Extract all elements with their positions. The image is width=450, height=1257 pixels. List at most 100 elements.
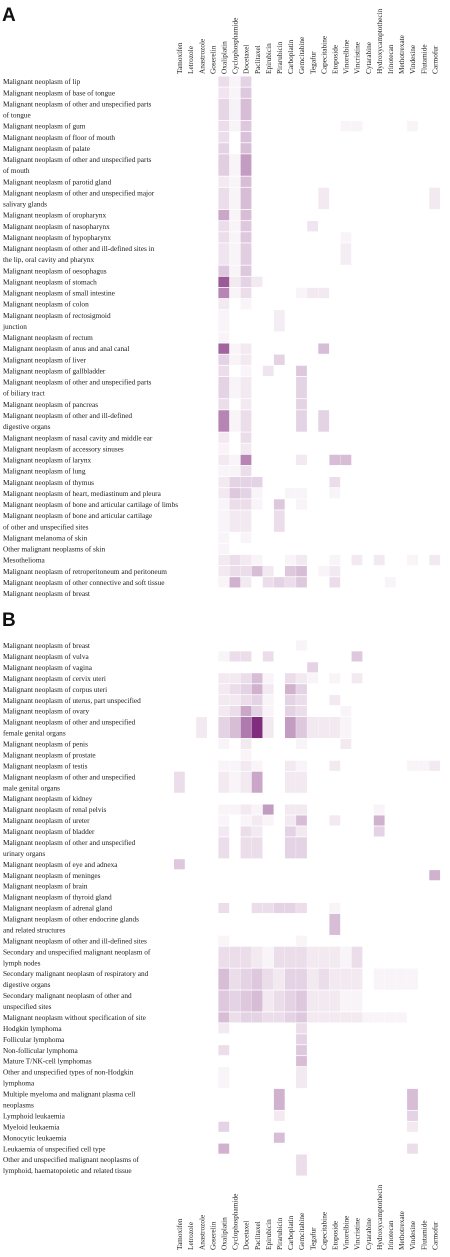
heatmap-cell-a-7-5 (229, 176, 241, 187)
heatmap-cell-b-6-10 (285, 706, 296, 717)
heatmap-cell-a-36-7 (251, 566, 263, 577)
heatmap-cell-b-32-4 (218, 1067, 230, 1089)
row-label-b-21: Malignant neoplasm of adrenal gland (3, 904, 112, 913)
heatmap-cell-b-33-21 (407, 1088, 418, 1110)
row-label-a-16: Malignant neoplasm of colon (3, 300, 89, 309)
heatmap-cell-b-11-4 (218, 771, 230, 793)
heatmap-cell-a-26-4 (218, 443, 230, 454)
heatmap-cell-a-36-13 (318, 566, 330, 577)
heatmap-cell-b-3-12 (307, 673, 318, 684)
heatmap-cell-b-36-9 (273, 1132, 285, 1143)
heatmap-cell-b-31-11 (296, 1056, 307, 1067)
row-label-b-24-line1: lymph nodes (3, 958, 41, 967)
heatmap-cell-b-25-7 (251, 968, 263, 990)
row-label-a-31: Malignant neoplasm of bone and articular… (3, 500, 178, 509)
heatmap-cell-b-27-11 (296, 1012, 307, 1023)
heatmap-cell-b-37-21 (407, 1143, 418, 1154)
heatmap-cell-a-36-6 (240, 566, 252, 577)
row-label-a-6-line1: of mouth (3, 166, 30, 175)
column-label-b-bottom-goserelin: Goserelin (208, 1221, 217, 1250)
heatmap-cell-b-27-8 (262, 1012, 274, 1023)
heatmap-cell-b-16-4 (218, 837, 230, 859)
row-label-a-15: Malignant neoplasm of small intestine (3, 289, 115, 298)
row-label-b-31: Mature T/NK-cell lymphomas (3, 1057, 92, 1066)
heatmap-cell-b-37-4 (218, 1143, 230, 1154)
heatmap-cell-a-15-11 (296, 287, 307, 299)
row-label-b-25-line1: digestive organs (3, 980, 51, 989)
heatmap-cell-b-15-7 (251, 826, 263, 837)
panel-letter-a: A (2, 5, 16, 26)
heatmap-cell-a-22-4 (218, 376, 230, 399)
column-label-a-vincristine: Vincristine (353, 42, 362, 74)
row-label-a-5: Malignant neoplasm of palate (3, 144, 90, 153)
heatmap-cell-b-14-11 (296, 815, 307, 826)
heatmap-cell-a-12-4 (218, 243, 230, 265)
heatmap-cell-a-28-6 (240, 465, 252, 477)
heatmap-cell-b-1-4 (218, 651, 230, 662)
column-label-a-vindesine: Vindesine (408, 45, 417, 74)
row-label-b-16-line1: urinary organs (3, 849, 45, 858)
row-label-a-32-line0: Malignant neoplasm of bone and articular… (3, 511, 152, 520)
column-label-a-pirarubicin: Pirarubicin (275, 41, 284, 74)
heatmap-cell-a-21-8 (262, 365, 274, 377)
heatmap-cell-b-1-16 (351, 651, 363, 662)
heatmap-cell-b-1-5 (229, 651, 241, 662)
heatmap-cell-a-13-4 (218, 265, 230, 276)
heatmap-cell-a-24-13 (318, 410, 330, 432)
heatmap-cell-a-9-5 (229, 209, 241, 221)
heatmap-cell-a-30-11 (296, 488, 307, 499)
column-label-a-letrozole: Letrozole (186, 46, 195, 74)
heatmap-cell-a-27-15 (340, 454, 352, 466)
column-label-b-bottom-oxaliplatin: Oxaliplatin (219, 1217, 228, 1250)
heatmap-cell-b-6-8 (262, 706, 274, 717)
heatmap-cell-a-20-4 (218, 354, 230, 365)
heatmap-cell-a-30-14 (329, 488, 341, 499)
heatmap-cell-a-25-6 (240, 432, 252, 443)
heatmap-cell-b-26-5 (229, 990, 241, 1012)
row-label-b-32-line1: lymphoma (3, 1079, 35, 1088)
row-label-a-33: Malignant melanoma of skin (3, 533, 87, 542)
heatmap-cell-a-37-5 (229, 577, 241, 588)
heatmap-cell-b-28-4 (218, 1023, 230, 1034)
heatmap-cell-b-6-7 (251, 706, 263, 717)
heatmap-cell-b-25-14 (329, 968, 341, 990)
heatmap-cell-a-0-5 (229, 76, 241, 87)
heatmap-cell-b-4-10 (285, 684, 296, 695)
row-label-b-30: Non-follicular lymphoma (3, 1046, 79, 1055)
heatmap-cell-a-8-5 (229, 187, 241, 210)
heatmap-cell-a-24-4 (218, 410, 230, 432)
heatmap-cell-a-27-5 (229, 454, 241, 466)
heatmap-cell-b-10-7 (251, 760, 263, 771)
row-label-b-17: Malignant neoplasm of eye and adnexa (3, 860, 118, 869)
row-label-b-6: Malignant neoplasm of ovary (3, 707, 89, 716)
heatmap-cell-a-35-23 (429, 554, 441, 566)
heatmap-cell-a-9-6 (240, 209, 252, 221)
heatmap-cell-a-35-7 (251, 554, 263, 566)
heatmap-cell-b-27-5 (229, 1012, 241, 1023)
column-label-b-bottom-carmofur: Carmofur (430, 1221, 439, 1250)
heatmap-cell-a-19-4 (218, 343, 230, 354)
heatmap-cell-b-5-14 (329, 695, 341, 706)
heatmap-cell-a-23-4 (218, 399, 230, 410)
heatmap-cell-b-28-11 (296, 1023, 307, 1034)
heatmap-cell-b-18-23 (429, 870, 441, 881)
heatmap-cell-b-17-0 (174, 859, 185, 870)
heatmap-cell-b-11-6 (240, 771, 252, 793)
heatmap-cell-b-23-11 (296, 935, 307, 946)
heatmap-cell-b-10-23 (429, 760, 441, 771)
heatmap-cell-b-24-14 (329, 946, 341, 968)
heatmap-cell-a-37-14 (329, 577, 341, 588)
heatmap-cell-a-37-10 (285, 577, 296, 588)
heatmap-cell-b-4-5 (229, 684, 241, 695)
heatmap-cell-b-27-6 (240, 1012, 252, 1023)
heatmap-cell-b-6-15 (340, 706, 352, 717)
heatmap-cell-b-3-5 (229, 673, 241, 684)
heatmap-cell-b-3-4 (218, 673, 230, 684)
heatmap-cell-b-7-12 (307, 716, 318, 739)
heatmap-cell-b-26-9 (273, 990, 285, 1012)
heatmap-cell-b-13-8 (262, 804, 274, 815)
column-label-a-flutamide: Flutamide (419, 44, 428, 74)
heatmap-cell-b-4-7 (251, 684, 263, 695)
heatmap-cell-b-11-11 (296, 771, 307, 793)
heatmap-cell-a-3-6 (240, 120, 252, 132)
